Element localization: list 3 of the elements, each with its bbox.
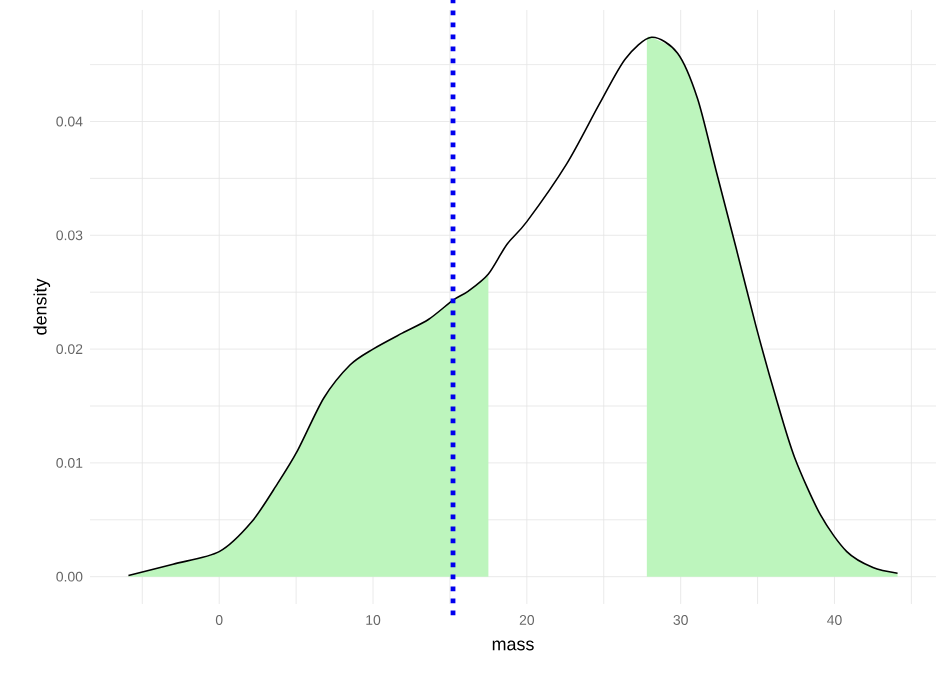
y-axis-title: density	[33, 278, 51, 335]
line-series	[127, 36, 899, 577]
x-axis-title: mass	[492, 640, 534, 651]
